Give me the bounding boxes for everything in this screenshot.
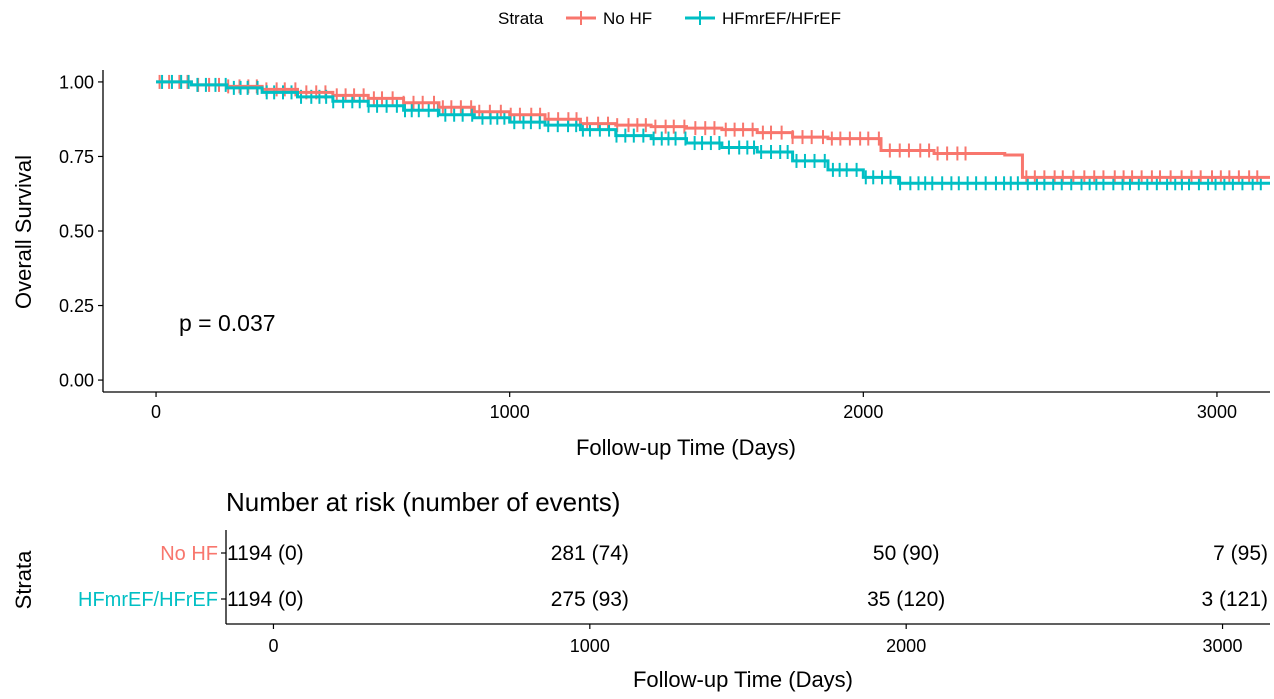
- y-tick-label: 0.75: [59, 147, 94, 167]
- risk-cell: 50 (90): [873, 542, 940, 565]
- legend: Strata No HF HFmrEF/HFrEF: [498, 9, 841, 28]
- x-tick-label: 2000: [843, 402, 883, 422]
- risk-x-tick-label: 2000: [886, 636, 926, 656]
- main-axes: 0.00 0.25 0.50 0.75 1.00 0 1000 2000 3000: [59, 70, 1270, 422]
- x-tick-label: 1000: [490, 402, 530, 422]
- risk-table-title: Number at risk (number of events): [226, 487, 620, 517]
- risk-row-label: HFmrEF/HFrEF: [78, 589, 218, 611]
- legend-label-hfmref: HFmrEF/HFrEF: [722, 9, 841, 28]
- risk-cell: 275 (93): [551, 588, 629, 611]
- risk-table-y-title: Strata: [11, 550, 36, 609]
- y-tick-label: 0.25: [59, 296, 94, 316]
- risk-table: Number at risk (number of events) Strata…: [11, 487, 1270, 692]
- risk-x-tick-label: 3000: [1203, 636, 1243, 656]
- risk-row-label: No HF: [160, 543, 218, 565]
- x-axis-title: Follow-up Time (Days): [576, 435, 796, 460]
- risk-cell: 281 (74): [551, 542, 629, 565]
- y-tick-label: 0.00: [59, 371, 94, 391]
- survival-curves: [156, 80, 1270, 185]
- legend-label-no-hf: No HF: [603, 9, 652, 28]
- y-tick-label: 1.00: [59, 72, 94, 92]
- risk-cell: 7 (95): [1213, 542, 1268, 565]
- risk-cell: 1194 (0): [227, 588, 304, 611]
- risk-x-tick-label: 1000: [570, 636, 610, 656]
- x-tick-label: 3000: [1197, 402, 1237, 422]
- legend-title: Strata: [498, 9, 544, 28]
- survival-curve-no-hf: [156, 80, 1270, 179]
- y-axis-title: Overall Survival: [11, 155, 36, 309]
- risk-cell: 3 (121): [1201, 588, 1268, 611]
- survival-plot: 0.00 0.25 0.50 0.75 1.00 0 1000 2000 3000 Overal…: [11, 70, 1270, 460]
- y-tick-label: 0.50: [59, 222, 94, 242]
- x-tick-label: 0: [151, 402, 161, 422]
- risk-x-axis-title: Follow-up Time (Days): [633, 667, 853, 692]
- risk-cell: 35 (120): [867, 588, 945, 611]
- risk-cell: 1194 (0): [227, 542, 304, 565]
- risk-x-tick-label: 0: [268, 636, 278, 656]
- p-value: p = 0.037: [179, 310, 276, 336]
- risk-table-axes: 0 1000 2000 3000: [225, 530, 1270, 656]
- survival-curve-hfmref-hfref: [156, 80, 1270, 185]
- risk-table-rows: No HF 1194 (0) 281 (74) 50 (90) 7 (95) HFmrEF…: [78, 542, 1268, 611]
